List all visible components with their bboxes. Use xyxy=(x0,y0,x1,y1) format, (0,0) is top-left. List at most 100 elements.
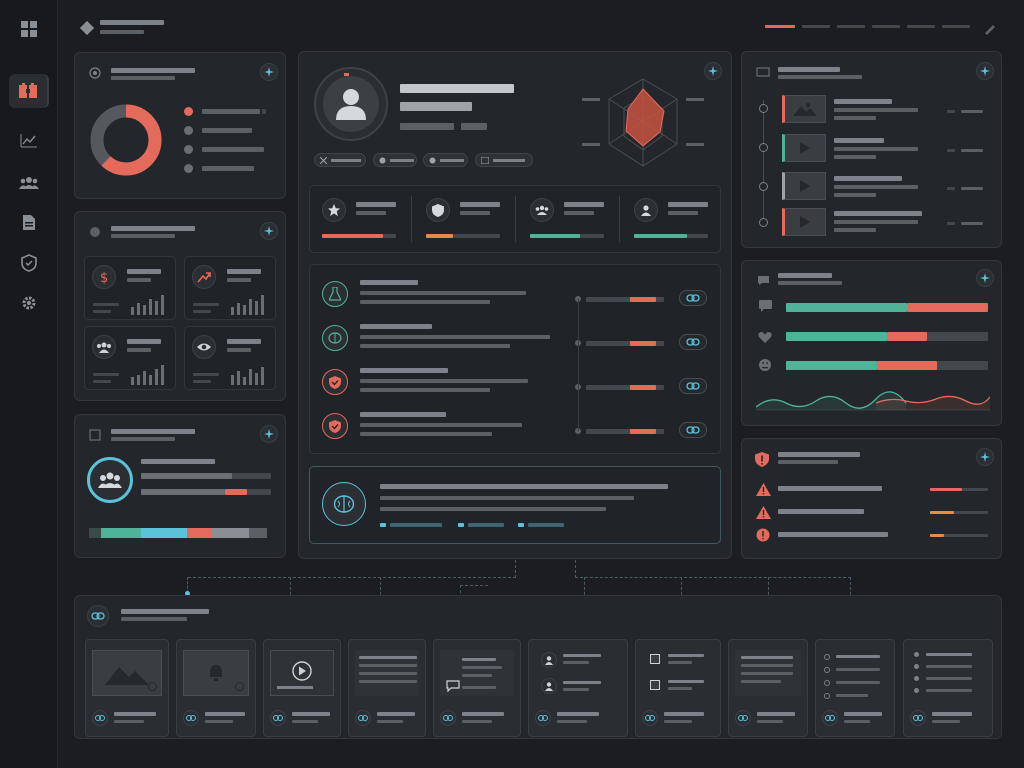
link-button[interactable] xyxy=(679,422,707,438)
sparkle-icon[interactable] xyxy=(976,62,994,80)
link-icon[interactable] xyxy=(822,710,838,726)
link-button[interactable] xyxy=(679,334,707,350)
sentiment-panel xyxy=(741,260,1002,426)
kpi-card-users[interactable] xyxy=(84,326,176,390)
tag-chip-3[interactable] xyxy=(423,153,468,167)
sparkle-icon[interactable] xyxy=(260,425,278,443)
linked-assets-panel xyxy=(74,595,1002,739)
media-title xyxy=(834,176,902,181)
asset-card-document[interactable] xyxy=(348,639,426,737)
sidebar-item-security[interactable] xyxy=(9,246,49,280)
sparkle-icon[interactable] xyxy=(976,269,994,287)
asset-card-text[interactable] xyxy=(728,639,808,737)
link-icon xyxy=(686,338,700,346)
kpi-card-views[interactable] xyxy=(184,326,276,390)
profile-role xyxy=(400,102,472,111)
sentiment-bar-positive xyxy=(786,332,887,341)
header-edit-icon[interactable] xyxy=(984,20,996,39)
kpi-card-revenue[interactable]: $ xyxy=(84,256,176,320)
list-item xyxy=(926,653,972,656)
donut-arc xyxy=(90,104,162,176)
asset-card-contacts[interactable] xyxy=(528,639,628,737)
sidebar-item-grid[interactable] xyxy=(9,12,49,46)
puzzle-icon xyxy=(19,83,37,98)
asset-card-image[interactable] xyxy=(85,639,169,737)
header-tab-5[interactable] xyxy=(907,25,935,28)
link-icon[interactable] xyxy=(910,710,926,726)
media-thumb-video[interactable] xyxy=(782,134,826,162)
sidebar-item-documents[interactable] xyxy=(9,205,49,239)
shield-icon xyxy=(21,254,37,272)
link-icon[interactable] xyxy=(355,710,371,726)
legend-label-4 xyxy=(202,166,254,171)
header-tab-3[interactable] xyxy=(837,25,865,28)
legend-dot-4 xyxy=(184,164,193,173)
connector xyxy=(515,560,516,578)
skill-level-track xyxy=(586,429,664,434)
sparkle-icon[interactable] xyxy=(704,62,722,80)
stat-sublabel xyxy=(564,211,594,215)
kpi-panel-title xyxy=(111,226,195,231)
sidebar-item-analytics[interactable] xyxy=(9,124,49,158)
asset-card-sublabel xyxy=(462,720,492,723)
header-tab-4[interactable] xyxy=(872,25,900,28)
sparkle-icon[interactable] xyxy=(260,222,278,240)
asset-preview xyxy=(440,650,514,696)
asset-card-notification[interactable] xyxy=(176,639,256,737)
link-icon[interactable] xyxy=(183,710,199,726)
list-item xyxy=(926,665,972,668)
asset-card-label xyxy=(557,712,599,716)
ai-insight-card[interactable] xyxy=(309,466,721,544)
tag-chip-2[interactable] xyxy=(373,153,417,167)
header-tab-active[interactable] xyxy=(765,25,795,28)
insight-tag-3[interactable] xyxy=(528,523,564,527)
person-icon xyxy=(634,198,658,222)
play-icon xyxy=(800,142,810,154)
link-icon[interactable] xyxy=(92,710,108,726)
insight-tag-2[interactable] xyxy=(468,523,504,527)
stat-track xyxy=(426,234,500,238)
header-tab-2[interactable] xyxy=(802,25,830,28)
asset-preview xyxy=(92,650,162,696)
neutral-face-icon xyxy=(757,357,773,373)
insight-tag-1[interactable] xyxy=(390,523,442,527)
media-thumb-video[interactable] xyxy=(782,208,826,236)
sidebar-item-settings[interactable] xyxy=(9,286,49,320)
link-icon[interactable] xyxy=(270,710,286,726)
sparkle-icon[interactable] xyxy=(976,448,994,466)
asset-card-files[interactable] xyxy=(635,639,721,737)
kpi-card-growth[interactable] xyxy=(184,256,276,320)
asset-card-list[interactable] xyxy=(903,639,993,737)
kpi-card-sublabel xyxy=(127,278,151,282)
asset-card-checklist[interactable] xyxy=(815,639,895,737)
link-icon[interactable] xyxy=(642,710,658,726)
timeline-node xyxy=(759,218,768,227)
tag-chip-4[interactable] xyxy=(475,153,533,167)
skills-list xyxy=(309,264,721,454)
link-icon[interactable] xyxy=(535,710,551,726)
legend-dot-3 xyxy=(184,145,193,154)
sidebar-item-puzzle[interactable] xyxy=(9,74,49,108)
link-button[interactable] xyxy=(679,290,707,306)
timeline-node xyxy=(759,182,768,191)
sparkle-icon[interactable] xyxy=(260,63,278,81)
profile-avatar[interactable] xyxy=(314,67,388,141)
error-icon xyxy=(755,527,771,543)
media-timeline-line xyxy=(763,100,764,224)
header-tab-6[interactable] xyxy=(942,25,970,28)
link-icon[interactable] xyxy=(735,710,751,726)
asset-card-chat[interactable] xyxy=(433,639,521,737)
link-button[interactable] xyxy=(679,378,707,394)
sidebar-item-users[interactable] xyxy=(9,166,49,200)
kpi-panel: $ xyxy=(74,211,286,401)
link-icon[interactable] xyxy=(440,710,456,726)
media-thumb-video[interactable] xyxy=(782,172,826,200)
chat-icon xyxy=(756,274,770,286)
team-panel xyxy=(74,414,286,558)
check-bullet xyxy=(824,680,830,686)
media-thumb-image[interactable] xyxy=(782,95,826,123)
asset-card-label xyxy=(205,712,245,716)
tag-chip-1[interactable] xyxy=(314,153,366,167)
asset-card-video[interactable] xyxy=(263,639,341,737)
alert-text xyxy=(778,509,864,514)
